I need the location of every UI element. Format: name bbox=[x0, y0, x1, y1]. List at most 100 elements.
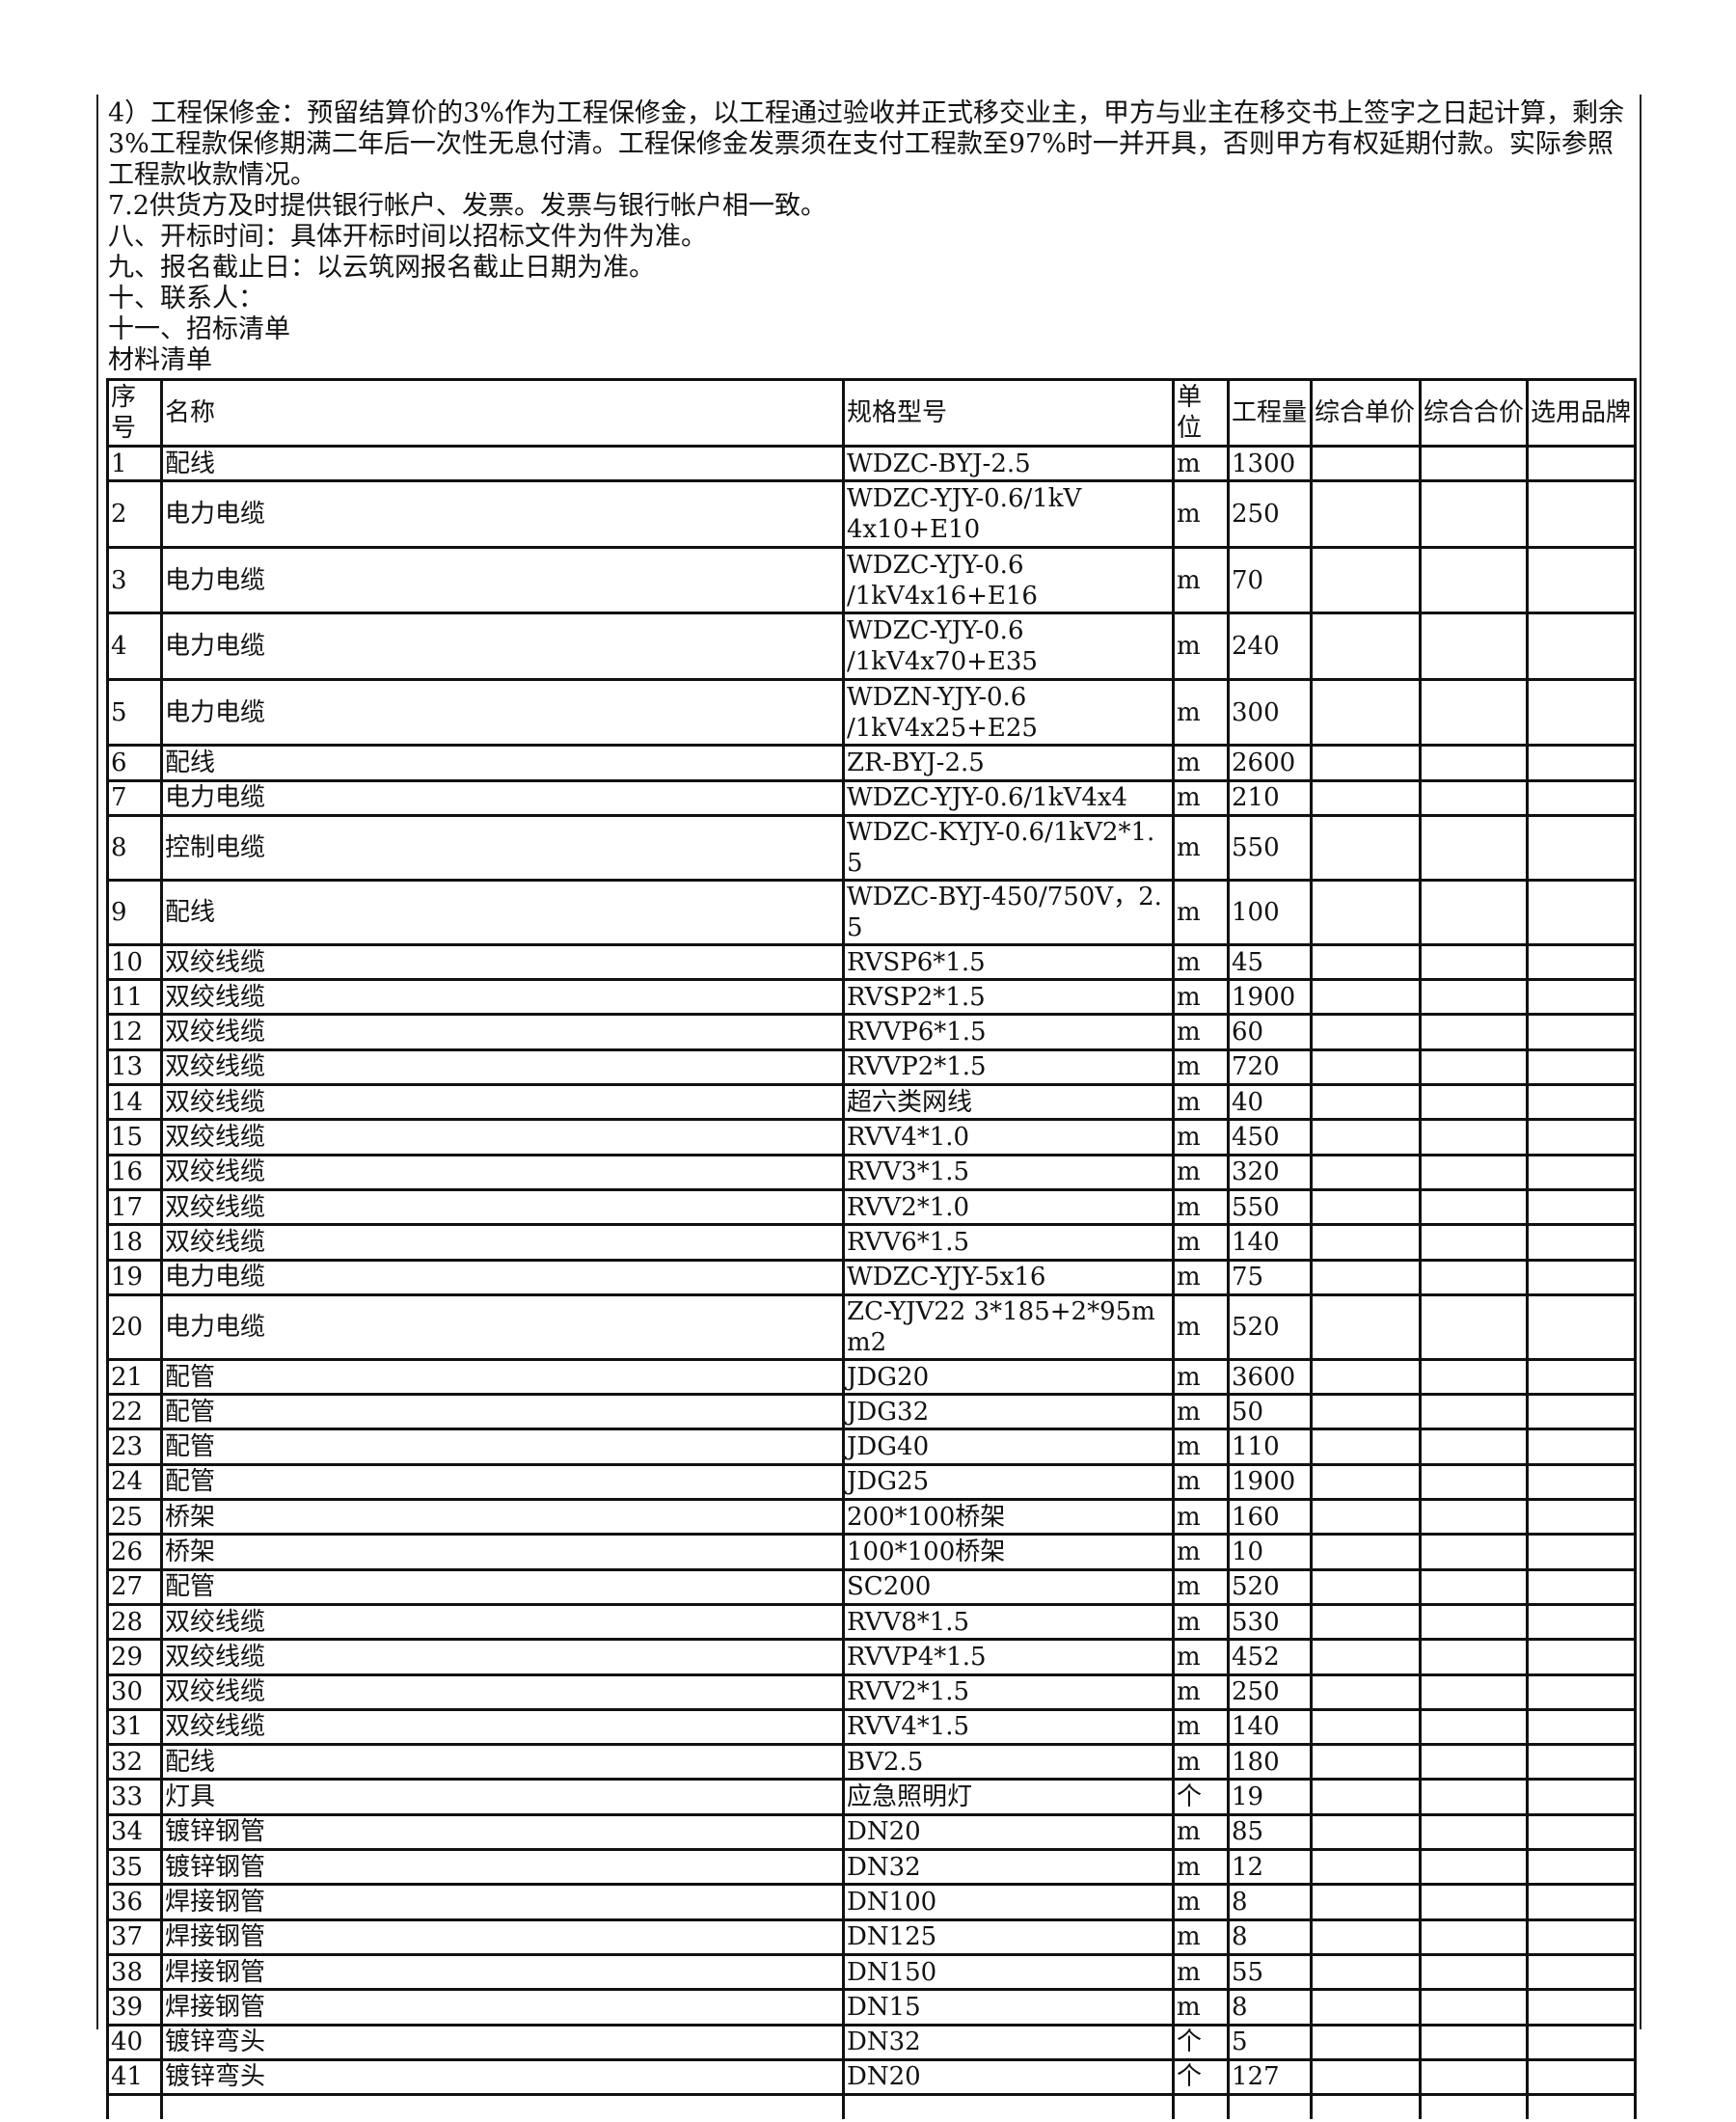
table-cell: m bbox=[1172, 1498, 1230, 1537]
table-cell: 75 bbox=[1227, 1258, 1313, 1296]
table-cell: m bbox=[1172, 1567, 1230, 1606]
empty-cell bbox=[1419, 1357, 1529, 1397]
empty-cell bbox=[1526, 1292, 1637, 1361]
empty-cell bbox=[1310, 1952, 1422, 1992]
table-cell: 452 bbox=[1227, 1638, 1313, 1676]
empty-cell bbox=[1310, 2093, 1422, 2120]
table-cell: 焊接钢管 bbox=[160, 1918, 845, 1956]
table-cell: m bbox=[1172, 1187, 1230, 1227]
table-cell: JDG32 bbox=[842, 1393, 1175, 1431]
table-cell: 28 bbox=[106, 1602, 163, 1642]
table-cell: RVSP2*1.5 bbox=[842, 978, 1175, 1017]
empty-cell bbox=[1526, 1153, 1637, 1191]
empty-cell bbox=[1419, 677, 1529, 748]
empty-cell bbox=[1419, 1292, 1529, 1361]
empty-cell bbox=[1526, 1083, 1637, 1122]
empty-cell bbox=[1310, 1357, 1422, 1397]
table-cell: m bbox=[1172, 1083, 1230, 1122]
table-row: 3 电力电缆 WDZC-YJY-0.6 /1kV4x16+E16 m 70 bbox=[106, 545, 1637, 615]
table-cell: JDG20 bbox=[842, 1357, 1175, 1397]
table-row: 17 双绞线缆 RVV2*1.0 m 550 bbox=[106, 1187, 1637, 1227]
table-cell: 41 bbox=[106, 2057, 163, 2097]
table-cell: 10 bbox=[1227, 1533, 1313, 1571]
table-row: 16 双绞线缆 RVV3*1.5 m 320 bbox=[106, 1153, 1637, 1191]
empty-cell bbox=[1526, 1357, 1637, 1397]
empty-cell bbox=[1310, 1743, 1422, 1782]
empty-cell bbox=[1310, 677, 1422, 748]
empty-cell bbox=[1526, 479, 1637, 549]
empty-cell bbox=[1419, 878, 1529, 946]
empty-cell bbox=[1526, 1118, 1637, 1156]
empty-cell bbox=[1526, 942, 1637, 982]
table-cell: WDZC-BYJ-450/750V，2.5 bbox=[842, 878, 1175, 946]
table-cell: 38 bbox=[106, 1952, 163, 1992]
empty-cell bbox=[1310, 1258, 1422, 1296]
table-cell: 5 bbox=[106, 677, 163, 748]
table-row: 8 控制电缆 WDZC-KYJY-0.6/1kV2*1.5 m 550 bbox=[106, 813, 1637, 882]
header-row: 序号 名称 规格型号 单位 工程量 综合单价 综合合价 选用品牌 bbox=[106, 378, 1637, 448]
empty-cell bbox=[1419, 545, 1529, 615]
table-cell: 45 bbox=[1227, 942, 1313, 982]
empty-cell bbox=[1419, 1883, 1529, 1921]
table-cell: RVVP2*1.5 bbox=[842, 1047, 1175, 1087]
empty-cell bbox=[1310, 1292, 1422, 1361]
table-cell: 50 bbox=[1227, 1393, 1313, 1431]
table-cell: 40 bbox=[1227, 1083, 1313, 1122]
empty-cell bbox=[1310, 1083, 1422, 1122]
table-row: 2 电力电缆 WDZC-YJY-0.6/1kV 4x10+E10 m 250 bbox=[106, 479, 1637, 549]
table-row: 33 灯具 应急照明灯个 19 bbox=[106, 1778, 1637, 1816]
table-cell: 个 bbox=[1172, 2057, 1230, 2097]
table-cell: 配线 bbox=[160, 444, 845, 483]
empty-cell bbox=[1419, 1988, 1529, 2027]
table-cell: JDG40 bbox=[842, 1428, 1175, 1466]
table-row: 7 电力电缆 WDZC-YJY-0.6/1kV4x4 m 210 bbox=[106, 778, 1637, 817]
empty-cell bbox=[1310, 479, 1422, 549]
empty-cell bbox=[1419, 1462, 1529, 1502]
empty-cell bbox=[1419, 1602, 1529, 1642]
table-cell: 250 bbox=[1227, 479, 1313, 549]
empty-cell bbox=[1419, 1812, 1529, 1852]
table-cell: 电力电缆 bbox=[160, 1258, 845, 1296]
empty-cell bbox=[1419, 744, 1529, 782]
empty-cell bbox=[1526, 1223, 1637, 1262]
table-cell: 32 bbox=[106, 1743, 163, 1782]
empty-cell bbox=[1526, 2093, 1637, 2120]
empty-cell bbox=[1310, 744, 1422, 782]
table-cell: 8 bbox=[106, 813, 163, 882]
empty-cell bbox=[1526, 2023, 1637, 2061]
empty-cell bbox=[1310, 1638, 1422, 1676]
table-cell: 200*100桥架 bbox=[842, 1498, 1175, 1537]
table-cell: m bbox=[1172, 1357, 1230, 1397]
table-cell: RVV2*1.0 bbox=[842, 1187, 1175, 1227]
table-row: 20 电力电缆 ZC-YJV22 3*185+2*95mm2 m 520 bbox=[106, 1292, 1637, 1361]
table-cell: 配管 bbox=[160, 1567, 845, 1606]
table-row: 36 焊接钢管 DN100 m 8 bbox=[106, 1883, 1637, 1921]
table-cell: 13 bbox=[106, 1047, 163, 1087]
table-cell: 550 bbox=[1227, 1187, 1313, 1227]
table-cell: WDZC-YJY-0.6/1kV 4x10+E10 bbox=[842, 479, 1175, 549]
table-cell: m bbox=[1172, 778, 1230, 817]
header-cell: 工程量 bbox=[1227, 378, 1313, 448]
table-cell: 160 bbox=[1227, 1498, 1313, 1537]
empty-cell bbox=[1419, 1187, 1529, 1227]
empty-cell bbox=[1419, 1533, 1529, 1571]
table-cell: DN20 bbox=[842, 2057, 1175, 2097]
table-cell: WDZN-YJY-0.6 /1kV4x25+E25 bbox=[842, 677, 1175, 748]
empty-cell bbox=[1526, 1883, 1637, 1921]
table-cell: 桥架 bbox=[160, 1498, 845, 1537]
header-cell: 名称 bbox=[160, 378, 845, 448]
empty-cell bbox=[1526, 1187, 1637, 1227]
empty-cell bbox=[1419, 1673, 1529, 1711]
table-row: 26 桥架 100*100桥架 m 10 bbox=[106, 1533, 1637, 1571]
empty-cell bbox=[1310, 778, 1422, 817]
empty-cell bbox=[1310, 1988, 1422, 2027]
table-cell: 210 bbox=[1227, 778, 1313, 817]
empty-cell bbox=[1526, 1778, 1637, 1816]
table-cell: 35 bbox=[106, 1848, 163, 1887]
empty-cell bbox=[1526, 878, 1637, 946]
table-cell: 电力电缆 bbox=[160, 677, 845, 748]
table-cell: 双绞线缆 bbox=[160, 1602, 845, 1642]
header-cell: 综合合价 bbox=[1419, 378, 1529, 448]
table-cell: 2600 bbox=[1227, 744, 1313, 782]
table-cell: 26 bbox=[106, 1533, 163, 1571]
